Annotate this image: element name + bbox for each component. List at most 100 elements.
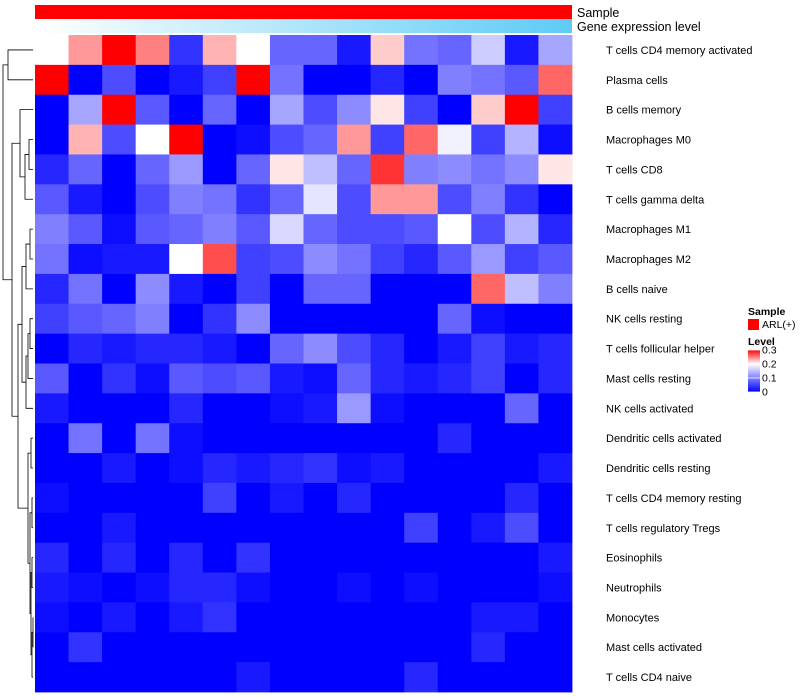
heatmap-cell <box>102 64 137 96</box>
row-label: B cells naive <box>606 284 668 296</box>
heatmap-cell <box>35 124 69 155</box>
sample-annotation-bar <box>35 5 572 19</box>
heatmap-cell <box>68 662 103 693</box>
heatmap-cell <box>236 423 271 454</box>
heatmap-cell <box>404 662 439 693</box>
heatmap-cell <box>269 94 304 125</box>
heatmap-cell <box>135 393 170 424</box>
heatmap-cell <box>504 363 539 394</box>
heatmap-cell <box>35 273 69 305</box>
heatmap-cell <box>337 363 372 394</box>
heatmap-cell <box>102 124 137 155</box>
heatmap-cell <box>370 94 405 125</box>
heatmap-cell <box>169 303 204 335</box>
heatmap-cell <box>504 184 539 215</box>
heatmap-cell <box>135 453 170 484</box>
heatmap-cell <box>471 273 506 305</box>
heatmap-cell <box>337 244 372 275</box>
heatmap-cell <box>68 632 103 663</box>
heatmap-cell <box>269 393 304 424</box>
heatmap-cell <box>102 572 137 603</box>
heatmap-cell <box>202 662 237 693</box>
row-label: Dendritic cells activated <box>606 433 722 445</box>
heatmap-cell <box>269 572 304 603</box>
dendrogram-branch <box>29 318 33 349</box>
dendrogram-branch <box>31 497 33 529</box>
heatmap-cell <box>202 35 237 66</box>
dendrogram-branch <box>2 64 12 281</box>
row-label: T cells regulatory Tregs <box>606 523 721 535</box>
heatmap-cell <box>236 482 271 514</box>
row-label: NK cells resting <box>606 314 682 326</box>
heatmap-cell <box>370 333 405 364</box>
heatmap-cell <box>269 632 304 663</box>
heatmap-cell <box>202 64 237 96</box>
dendrogram-branch <box>11 142 20 417</box>
heatmap-cell <box>538 214 573 245</box>
heatmap-cell <box>35 214 69 245</box>
heatmap-cell <box>236 393 271 424</box>
heatmap-cell <box>303 273 338 305</box>
heatmap-cell <box>169 662 204 693</box>
heatmap-cell <box>303 214 338 245</box>
heatmap-cell <box>303 124 338 155</box>
heatmap-cell <box>437 572 472 603</box>
heatmap-cell <box>437 512 472 544</box>
heatmap-cell <box>35 64 69 96</box>
heatmap-cell <box>68 184 103 215</box>
heatmap-cell <box>404 363 439 394</box>
heatmap-cell <box>404 64 439 96</box>
heatmap-cell <box>68 542 103 573</box>
heatmap-cell <box>236 64 271 96</box>
heatmap-cell <box>135 512 170 544</box>
heatmap-cell <box>504 35 539 66</box>
heatmap-cell <box>303 453 338 484</box>
heatmap-cell <box>236 662 271 693</box>
heatmap-cell <box>471 214 506 245</box>
heatmap-cell <box>370 423 405 454</box>
heatmap-cell <box>370 303 405 335</box>
heatmap-cell <box>236 94 271 125</box>
heatmap-cell <box>471 542 506 573</box>
heatmap-cell <box>102 393 137 424</box>
row-dendrogram <box>2 49 34 678</box>
heatmap-cell <box>404 632 439 663</box>
heatmap-cell <box>504 572 539 603</box>
heatmap-cell <box>68 512 103 544</box>
heatmap-cell <box>202 542 237 573</box>
dendrogram-branch <box>27 333 33 379</box>
legend-level-ticks: 0.3 0.2 0.1 0 <box>748 345 777 399</box>
heatmap-cell <box>202 512 237 544</box>
dendrogram-branch <box>17 323 28 509</box>
heatmap-cell <box>202 393 237 424</box>
heatmap-cell <box>68 453 103 484</box>
heatmap-cell <box>337 482 372 514</box>
heatmap-cell <box>68 94 103 125</box>
heatmap-cell <box>504 423 539 454</box>
legend-tick-label: 0.2 <box>762 359 777 371</box>
heatmap-cell <box>135 244 170 275</box>
heatmap-cell <box>202 363 237 394</box>
heatmap-cell <box>269 423 304 454</box>
heatmap-cell <box>102 35 137 66</box>
heatmap-cell <box>68 214 103 245</box>
heatmap-cell <box>68 35 103 66</box>
heatmap-cell <box>35 662 69 693</box>
heatmap-cell <box>269 602 304 633</box>
dendrogram-branch <box>7 49 33 81</box>
heatmap-cell <box>538 154 573 185</box>
heatmap-cell <box>169 124 204 155</box>
heatmap-cell <box>370 214 405 245</box>
heatmap-cell <box>102 423 137 454</box>
heatmap-cell <box>504 303 539 335</box>
heatmap-cell <box>202 184 237 215</box>
row-label: Macrophages M0 <box>606 135 691 147</box>
heatmap-cell <box>102 453 137 484</box>
heatmap-cell <box>236 214 271 245</box>
heatmap-cell <box>202 244 237 275</box>
heatmap-cell <box>35 393 69 424</box>
heatmap-cell <box>337 393 372 424</box>
heatmap-cell <box>370 273 405 305</box>
row-labels: T cells CD4 memory activated Plasma cells… <box>606 45 753 684</box>
heatmap-cell <box>269 453 304 484</box>
